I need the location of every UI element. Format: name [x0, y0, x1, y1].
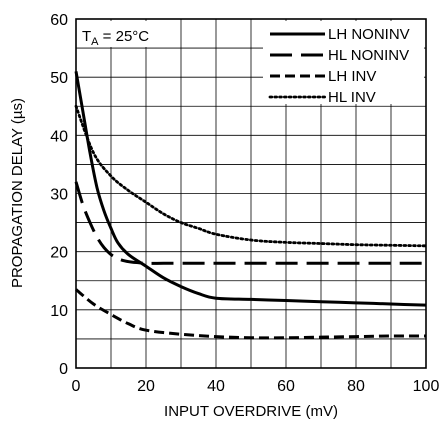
series-line-hl-inv — [74, 104, 428, 248]
x-axis-title: INPUT OVERDRIVE (mV) — [164, 403, 338, 420]
x-tick-label: 80 — [347, 378, 365, 395]
series-line-hl-noninv — [74, 181, 426, 265]
legend-label: HL NONINV — [328, 47, 409, 64]
x-tick-label: 40 — [207, 378, 225, 395]
legend-label: LH NONINV — [328, 26, 410, 43]
x-tick-label: 100 — [413, 378, 440, 395]
series-layer — [74, 71, 428, 340]
plot-frame — [75, 18, 427, 369]
y-axis-title: PROPAGATION DELAY (µs) — [9, 98, 26, 288]
legend: LH NONINV HL NONINV LH INV HL INV — [263, 21, 424, 106]
x-tick-label: 20 — [137, 378, 155, 395]
y-tick-label: 50 — [50, 70, 68, 87]
series-line-lh-noninv — [74, 71, 427, 307]
x-tick-label: 0 — [72, 378, 81, 395]
temperature-annotation: TA = 25°C — [78, 21, 174, 48]
annotation-background — [78, 21, 174, 47]
y-tick-label: 30 — [50, 187, 68, 204]
legend-label: LH INV — [328, 68, 376, 85]
x-tick-label: 60 — [277, 378, 295, 395]
y-tick-label: 0 — [59, 361, 68, 378]
y-tick-label: 60 — [50, 12, 68, 29]
y-tick-label: 40 — [50, 128, 68, 145]
series-line-lh-inv — [75, 288, 427, 340]
y-tick-label: 20 — [50, 245, 68, 262]
temperature-label: TA = 25°C — [82, 28, 149, 48]
y-tick-label: 10 — [50, 303, 68, 320]
tick-labels: 0 20 40 60 80 100 0 10 20 30 40 50 60 — [50, 12, 439, 395]
legend-label: HL INV — [328, 89, 376, 106]
